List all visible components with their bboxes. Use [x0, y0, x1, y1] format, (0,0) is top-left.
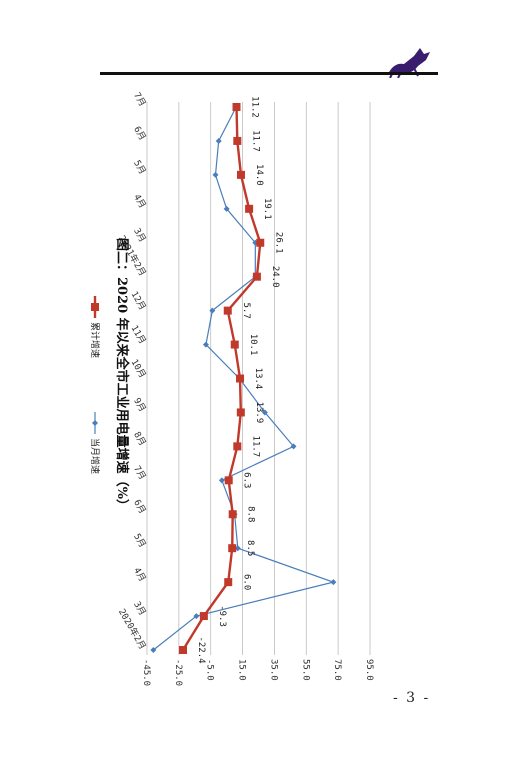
point-cumulative — [224, 476, 233, 485]
data-label: 8.5 — [245, 540, 255, 556]
point-cumulative — [224, 578, 233, 587]
data-label: 24.0 — [270, 266, 280, 288]
point-cumulative — [256, 238, 265, 247]
page-number: - 3 - — [393, 690, 431, 706]
y-tick-label: 95.0 — [364, 659, 374, 681]
x-tick-label: 10月 — [128, 357, 147, 380]
x-tick-label: 6月 — [131, 124, 148, 142]
y-tick-label: 55.0 — [300, 659, 310, 681]
series-line-cumulative — [181, 106, 262, 651]
data-label: 26.1 — [273, 232, 283, 254]
y-tick-label: 35.0 — [268, 659, 278, 681]
point-monthly — [150, 647, 157, 653]
data-label: 13.4 — [253, 368, 263, 390]
point-cumulative — [233, 136, 242, 145]
point-monthly — [223, 205, 230, 212]
data-label: 11.7 — [250, 436, 260, 458]
x-tick-label: 12月 — [128, 289, 147, 312]
legend-label-monthly: 当月增速 — [89, 438, 101, 474]
point-cumulative — [245, 204, 254, 213]
data-label: 19.1 — [262, 198, 272, 220]
point-monthly — [193, 613, 200, 620]
header-rule — [100, 72, 438, 75]
x-tick-label: 6月 — [131, 498, 148, 516]
data-label: 13.9 — [254, 402, 264, 424]
data-label: -22.4 — [196, 636, 206, 663]
point-cumulative — [233, 442, 242, 451]
data-label: -9.3 — [217, 605, 227, 627]
legend-marker-monthly — [92, 420, 98, 426]
point-cumulative — [252, 272, 261, 281]
legend-label-cumulative: 累计增速 — [89, 322, 101, 358]
data-label: 11.2 — [250, 96, 260, 118]
data-label: 10.1 — [248, 334, 258, 356]
point-cumulative — [223, 306, 232, 315]
point-cumulative — [230, 340, 239, 349]
y-tick-label: 75.0 — [332, 659, 342, 681]
point-monthly — [209, 307, 216, 314]
point-cumulative — [228, 510, 237, 519]
chart-title: 图二：2020 年以来全市工业用电量增速（%） — [114, 238, 130, 512]
rotated-chart: -45.0 -25.0 -5.0 15.0 35.0 55.0 75.0 95.02020年2… — [89, 91, 374, 687]
point-monthly — [215, 137, 222, 144]
data-label: 11.7 — [250, 130, 260, 152]
point-monthly — [261, 409, 268, 416]
x-tick-label: 3月 — [131, 600, 148, 618]
point-cumulative — [236, 374, 245, 383]
y-tick-label: -5.0 — [205, 659, 215, 681]
x-tick-label: 3月 — [131, 226, 148, 244]
data-label: 14.0 — [254, 164, 264, 186]
y-tick-label: 15.0 — [237, 659, 247, 681]
legend-marker-cumulative — [91, 303, 99, 311]
point-monthly — [330, 579, 337, 586]
x-tick-label: 11月 — [128, 323, 147, 346]
x-tick-label: 7月 — [131, 464, 148, 482]
point-cumulative — [199, 612, 208, 621]
y-tick-label: -45.0 — [141, 659, 151, 686]
x-tick-label: 5月 — [131, 532, 148, 550]
data-label: 5.7 — [241, 302, 251, 318]
y-tick-label: -25.0 — [173, 659, 183, 686]
x-tick-label: 4月 — [131, 566, 148, 584]
point-cumulative — [228, 544, 237, 553]
data-label: 6.3 — [242, 472, 252, 488]
point-monthly — [212, 171, 219, 178]
point-monthly — [218, 477, 225, 484]
x-tick-label: 7月 — [131, 91, 148, 109]
x-tick-label: 5月 — [131, 158, 148, 176]
data-label: 6.0 — [241, 574, 251, 590]
x-tick-label: 8月 — [131, 430, 148, 448]
x-tick-label: 4月 — [131, 192, 148, 210]
x-tick-label: 9月 — [131, 396, 148, 414]
point-monthly — [202, 341, 209, 348]
point-cumulative — [236, 170, 245, 179]
point-cumulative — [232, 103, 241, 111]
point-monthly — [234, 545, 241, 552]
point-cumulative — [236, 408, 245, 417]
point-cumulative — [178, 646, 187, 654]
data-label: 8.8 — [246, 506, 256, 522]
